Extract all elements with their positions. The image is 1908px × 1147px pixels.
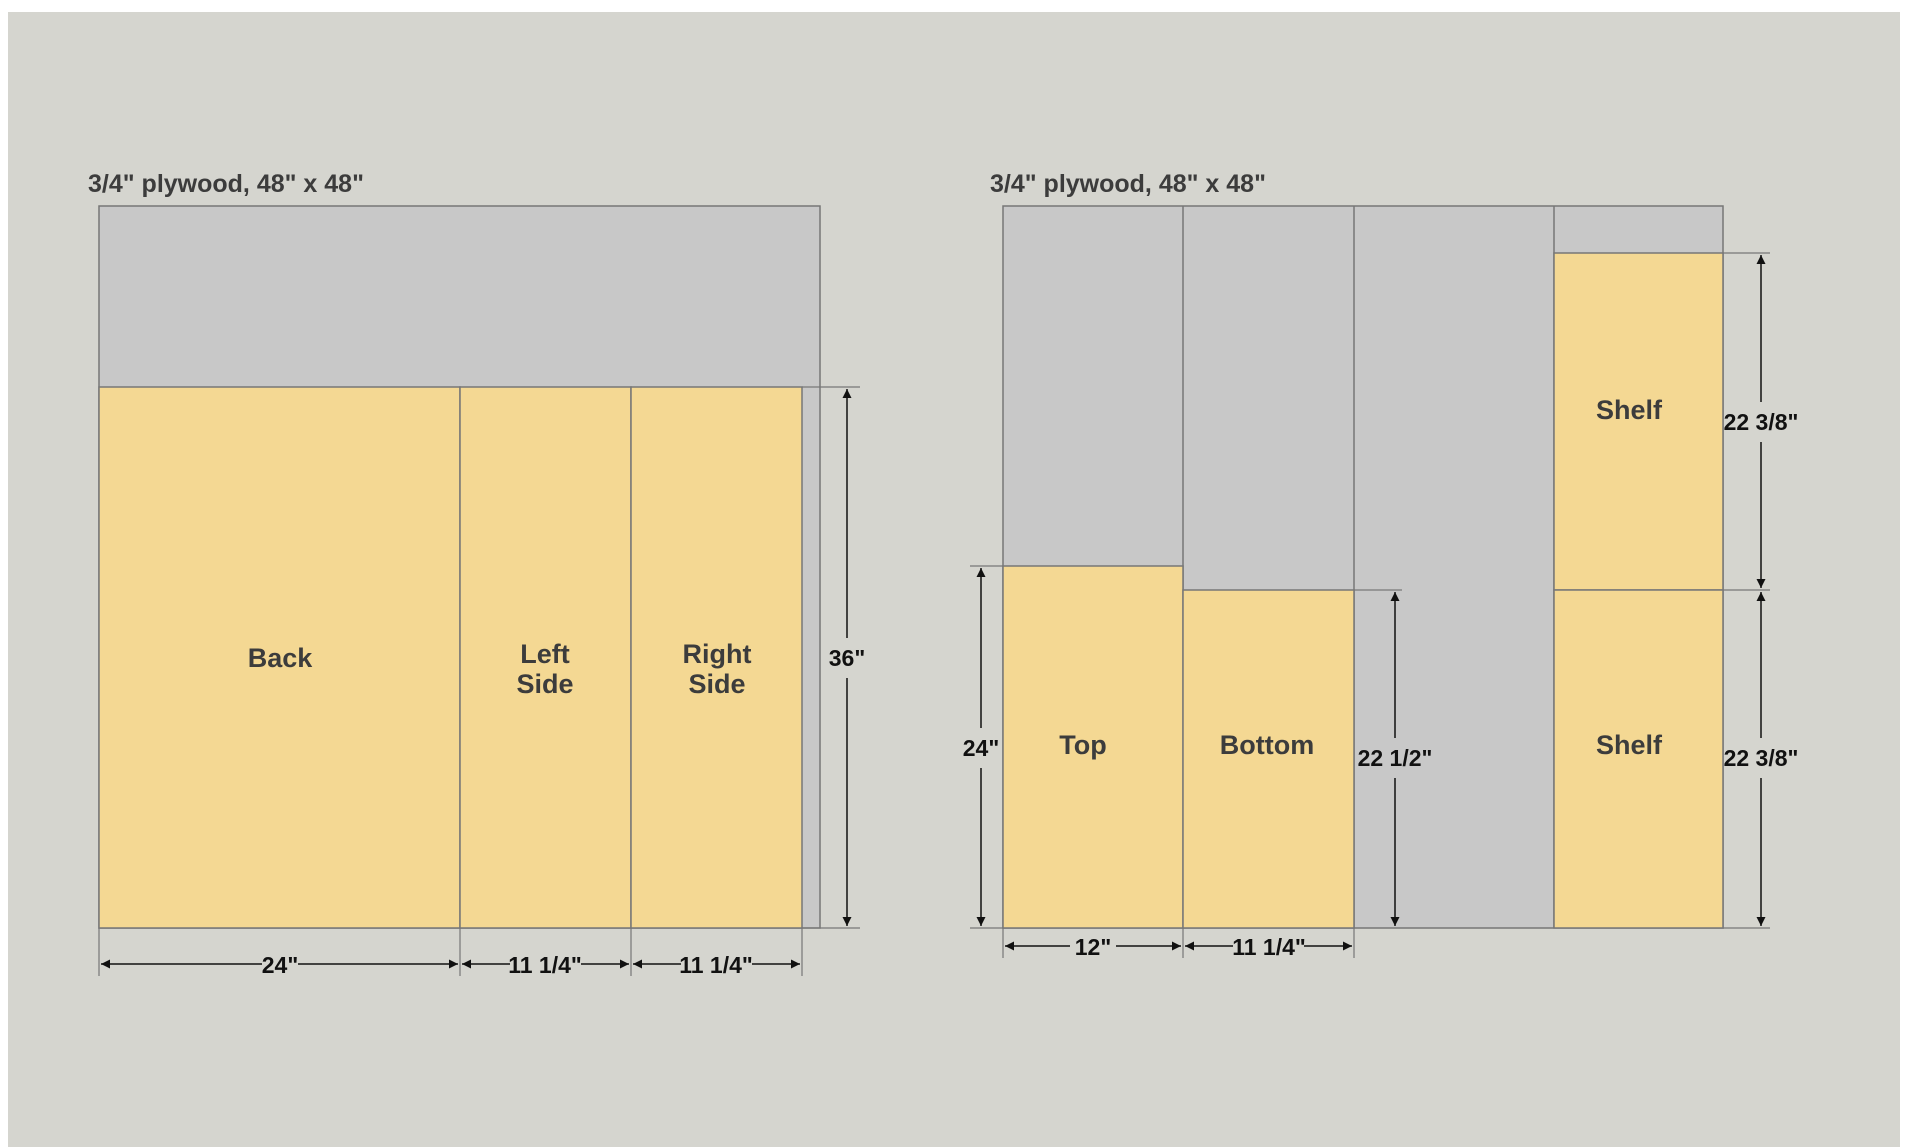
- dimension-label: 11 1/4": [679, 952, 753, 978]
- part-label: Shelf: [1596, 395, 1663, 425]
- part-label: Top: [1059, 730, 1106, 760]
- part-label: Right: [683, 639, 752, 669]
- part-left-side: [459, 386, 632, 929]
- dimension-label: 24": [262, 952, 299, 978]
- part-bottom: [1182, 589, 1355, 929]
- dimension-label: 22 1/2": [1358, 745, 1433, 771]
- part-label: Side: [688, 669, 745, 699]
- dimension-label: 11 1/4": [1232, 934, 1306, 960]
- sheet-1: 3/4" plywood, 48" x 48" Back Left Side R…: [88, 170, 865, 978]
- part-label: Side: [516, 669, 573, 699]
- part-shelf: [1553, 589, 1724, 929]
- part-label: Back: [248, 643, 314, 673]
- part-back: [98, 386, 461, 929]
- dimension-label: 36": [829, 645, 866, 671]
- dimension-label: 22 3/8": [1724, 745, 1799, 771]
- sheet-1-title: 3/4" plywood, 48" x 48": [88, 170, 364, 198]
- part-right-side: [630, 386, 803, 929]
- dimension-label: 11 1/4": [508, 952, 582, 978]
- part-label: Shelf: [1596, 730, 1663, 760]
- part-top: [1002, 565, 1184, 929]
- dimension-label: 24": [963, 735, 1000, 761]
- dimension-label: 12": [1075, 934, 1112, 960]
- dimension-label: 22 3/8": [1724, 409, 1799, 435]
- extension-lines: [98, 386, 860, 976]
- extension-lines: [970, 252, 1770, 958]
- part-label: Bottom: [1220, 730, 1314, 760]
- sheet-2-title: 3/4" plywood, 48" x 48": [990, 170, 1266, 198]
- sheet-2: 3/4" plywood, 48" x 48" Top Bottom Shelf…: [963, 170, 1799, 960]
- part-label: Left: [520, 639, 570, 669]
- part-shelf: [1553, 252, 1724, 591]
